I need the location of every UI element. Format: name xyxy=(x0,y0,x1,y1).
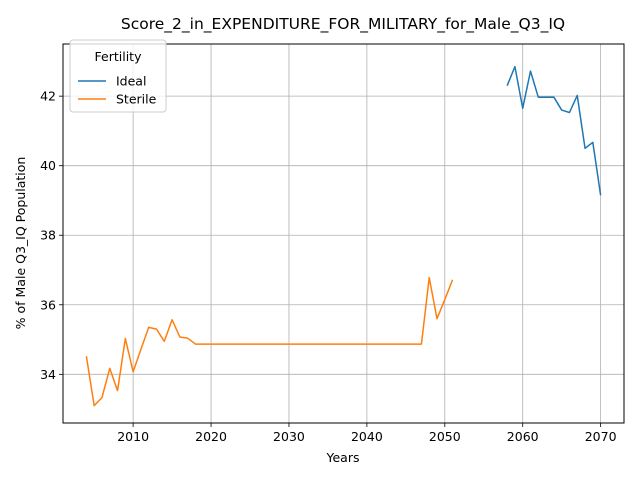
legend-label-sterile: Sterile xyxy=(116,92,157,107)
x-tick-label: 2010 xyxy=(117,429,149,444)
series-line-ideal xyxy=(506,65,602,196)
y-tick-label: 34 xyxy=(40,367,56,382)
x-tick-label: 2030 xyxy=(273,429,305,444)
legend-title: Fertility xyxy=(95,49,143,64)
x-tick-label: 2040 xyxy=(351,429,383,444)
x-tick-label: 2070 xyxy=(585,429,617,444)
legend: Fertility Ideal Sterile xyxy=(69,39,167,113)
y-axis: 34 36 38 40 42 xyxy=(40,89,63,382)
x-tick-label: 2060 xyxy=(507,429,539,444)
chart-title: Score_2_in_EXPENDITURE_FOR_MILITARY_for_… xyxy=(121,15,565,34)
legend-label-ideal: Ideal xyxy=(116,74,146,89)
x-axis-label: Years xyxy=(326,450,360,465)
x-axis: 2010 2020 2030 2040 2050 2060 2070 xyxy=(117,423,617,444)
y-tick-label: 42 xyxy=(40,89,56,104)
y-axis-label: % of Male Q3_IQ Population xyxy=(13,157,28,330)
series-layer xyxy=(85,65,602,407)
x-tick-label: 2050 xyxy=(429,429,461,444)
plot-frame xyxy=(62,43,625,424)
y-tick-label: 40 xyxy=(40,158,56,173)
y-tick-label: 38 xyxy=(40,228,56,243)
x-tick-label: 2020 xyxy=(195,429,227,444)
legend-box xyxy=(69,39,167,113)
y-tick-label: 36 xyxy=(40,297,56,312)
series-line-sterile xyxy=(85,276,454,407)
